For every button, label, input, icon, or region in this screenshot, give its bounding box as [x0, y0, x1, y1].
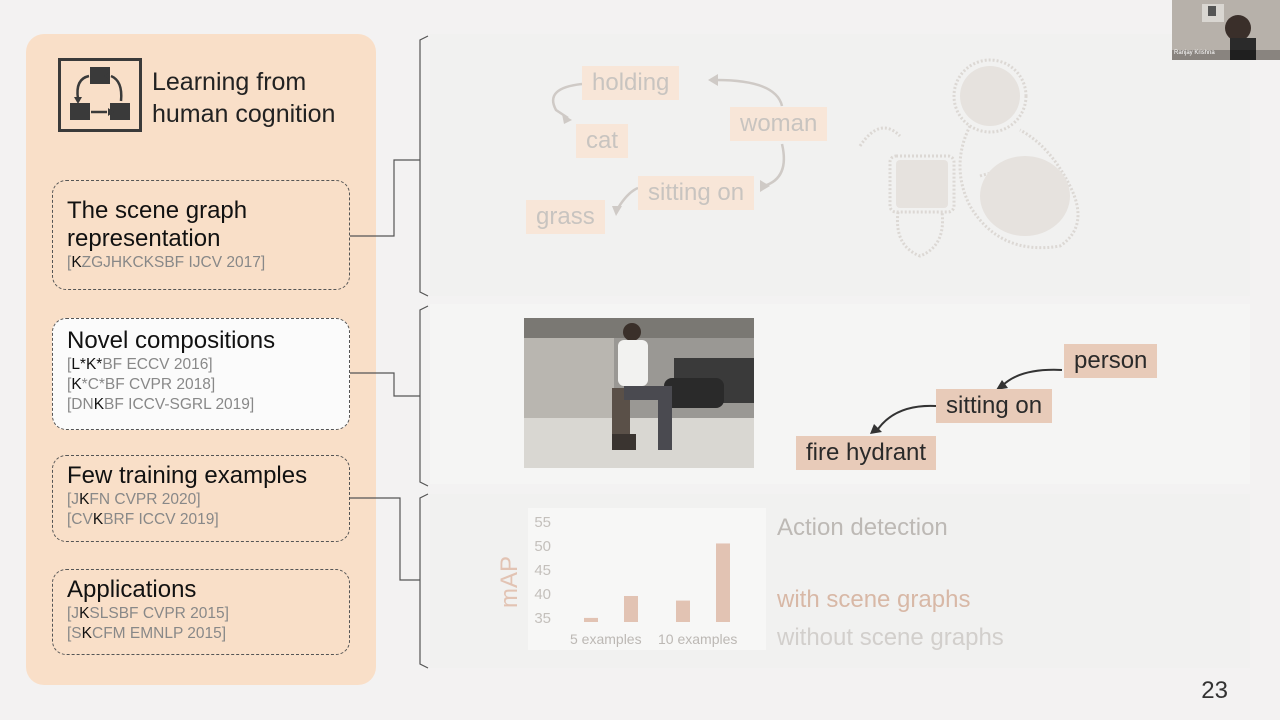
y-tick: 40 — [534, 586, 551, 603]
reference: [SKCFM EMNLP 2015] — [67, 625, 227, 642]
node-grass: grass — [526, 200, 605, 234]
x-category-label: 5 examples — [570, 631, 642, 647]
bracket-connectors — [350, 35, 429, 669]
node-holding: holding — [582, 66, 680, 100]
card-applications[interactable]: Applications [JKSLSBF CVPR 2015] [SKCFM … — [52, 569, 350, 655]
node-cat: cat — [576, 124, 629, 158]
card-scene-graph[interactable]: The scene graph representation [KZGJHKCK… — [52, 180, 350, 290]
webcam-thumbnail: Ranjay Krishna — [1172, 0, 1280, 60]
y-tick: 35 — [534, 610, 551, 627]
card-few-training-examples[interactable]: Few training examples [JKFN CVPR 2020] [… — [52, 455, 350, 542]
reference: [JKSLSBF CVPR 2015] — [67, 605, 229, 622]
chart-title: Action detection — [777, 514, 948, 541]
reference: [L*K*BF ECCV 2016] — [67, 356, 213, 373]
card-title: Novel compositions — [67, 327, 276, 354]
bar-chart — [584, 543, 730, 622]
legend-without: without scene graphs — [777, 624, 1004, 651]
bar-with-1 — [676, 600, 690, 622]
y-tick: 50 — [534, 538, 551, 555]
reference: [CVKBRF ICCV 2019] — [67, 511, 219, 528]
graph-logo-icon — [58, 58, 142, 132]
card-title: Few training examples — [67, 462, 308, 489]
node-sitting-on: sitting on — [638, 176, 755, 210]
panel-title: Learning from human cognition — [152, 68, 336, 128]
node-fire-hydrant: fire hydrant — [796, 436, 937, 470]
scene-graph-1-edges — [551, 74, 786, 216]
reference: [JKFN CVPR 2020] — [67, 491, 201, 508]
webcam-name: Ranjay Krishna — [1174, 50, 1215, 56]
node-sitting-on-2: sitting on — [936, 389, 1053, 423]
bar-without-1 — [716, 543, 730, 622]
page-number: 23 — [1201, 677, 1228, 704]
reference: [KZGJHKCKSBF IJCV 2017] — [67, 254, 266, 271]
person-on-hydrant-photo — [524, 318, 754, 468]
legend-with: with scene graphs — [777, 586, 971, 613]
y-axis-label: mAP — [496, 555, 523, 608]
bar-with-0 — [584, 617, 598, 622]
reference: [K*C*BF CVPR 2018] — [67, 376, 216, 393]
node-person: person — [1064, 344, 1158, 378]
robot-and-woman-illustration — [858, 58, 1080, 258]
y-tick: 45 — [534, 562, 551, 579]
y-tick: 55 — [534, 514, 551, 531]
bar-without-0 — [624, 595, 638, 622]
scene-graph-2-edges — [870, 368, 1063, 434]
section-scene-graph-bg — [430, 34, 1250, 296]
card-title: The scene graph representation — [67, 197, 248, 252]
card-title: Applications — [67, 576, 197, 603]
reference: [DNKBF ICCV-SGRL 2019] — [67, 396, 255, 413]
node-woman: woman — [730, 107, 828, 141]
x-category-label: 10 examples — [658, 631, 738, 647]
card-novel-compositions[interactable]: Novel compositions [L*K*BF ECCV 2016] [K… — [52, 318, 350, 430]
